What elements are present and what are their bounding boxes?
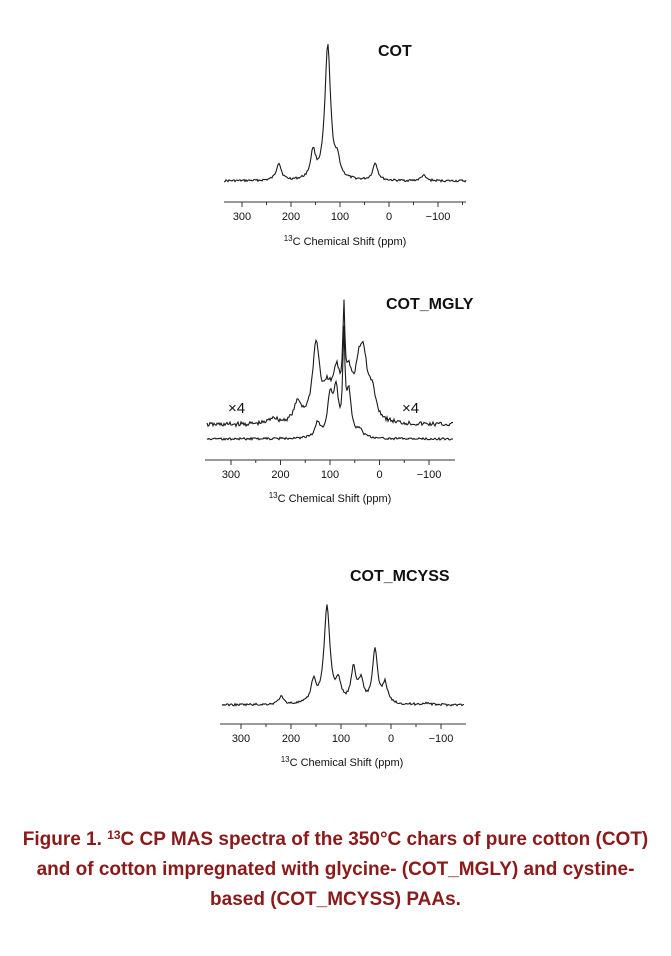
panel-label-cot-mcyss: COT_MCYSS bbox=[350, 568, 450, 585]
x-tick-label-0: 0 bbox=[376, 469, 382, 481]
caption-line-3: based (COT_MCYSS) PAAs. bbox=[210, 889, 461, 910]
spectrum-trace-cot bbox=[223, 44, 467, 183]
panel-cot: COT 300 200 100 0 −100 13C Chemical Shift (p… bbox=[223, 43, 467, 248]
scale-annotation-left: ×4 bbox=[228, 400, 245, 417]
x-axis-label: 13C Chemical Shift (ppm) bbox=[284, 234, 407, 248]
isotope-superscript: 13 bbox=[107, 828, 121, 842]
figure-caption: Figure 1. 13C CP MAS spectra of the 350°… bbox=[10, 820, 661, 915]
x-tick-label-200: 200 bbox=[282, 733, 300, 745]
x-tick-label-200: 200 bbox=[271, 469, 289, 481]
panel-label-cot: COT bbox=[378, 43, 412, 60]
figure-label: Figure 1. bbox=[22, 829, 108, 850]
caption-line-1-text: C CP MAS spectra of the 350°C chars of p… bbox=[120, 829, 649, 850]
x-axis-ticks: 300 200 100 0 −100 bbox=[222, 460, 442, 481]
panel-cot-mgly: COT_MGLY ×4 ×4 300 200 100 0 −100 13C Chemic… bbox=[205, 296, 474, 505]
x-tick-label--100: −100 bbox=[417, 469, 442, 481]
x-tick-label-300: 300 bbox=[233, 211, 251, 223]
x-tick-label-0: 0 bbox=[388, 733, 394, 745]
x-tick-label-300: 300 bbox=[232, 733, 250, 745]
caption-line-2: and of cotton impregnated with glycine- … bbox=[36, 859, 635, 880]
x-tick-label-100: 100 bbox=[331, 211, 349, 223]
spectrum-trace-cot-mgly-x1 bbox=[206, 325, 454, 441]
x-tick-label--100: −100 bbox=[429, 733, 454, 745]
x-axis-label: 13C Chemical Shift (ppm) bbox=[269, 491, 392, 505]
x-tick-label-0: 0 bbox=[386, 211, 392, 223]
x-tick-label-100: 100 bbox=[321, 469, 339, 481]
x-tick-label-300: 300 bbox=[222, 469, 240, 481]
caption-line-1: Figure 1. 13C CP MAS spectra of the 350°… bbox=[10, 820, 661, 855]
spectrum-trace-cot-mgly-x4 bbox=[206, 299, 454, 428]
x-tick-label-200: 200 bbox=[282, 211, 300, 223]
spectrum-trace-cot-mcyss bbox=[221, 604, 465, 707]
x-axis-ticks: 300 200 100 0 −100 bbox=[233, 202, 463, 223]
x-axis-ticks: 300 200 100 0 −100 bbox=[232, 724, 454, 745]
panel-cot-mcyss: COT_MCYSS 300 200 100 0 −100 13C Chemical Sh… bbox=[220, 568, 466, 769]
x-tick-label--100: −100 bbox=[426, 211, 451, 223]
x-tick-label-100: 100 bbox=[332, 733, 350, 745]
panel-label-cot-mgly: COT_MGLY bbox=[386, 296, 474, 313]
scale-annotation-right: ×4 bbox=[402, 400, 419, 417]
x-axis-label: 13C Chemical Shift (ppm) bbox=[281, 755, 404, 769]
figure-canvas: COT 300 200 100 0 −100 13C Chemical Shift (p… bbox=[205, 43, 474, 769]
